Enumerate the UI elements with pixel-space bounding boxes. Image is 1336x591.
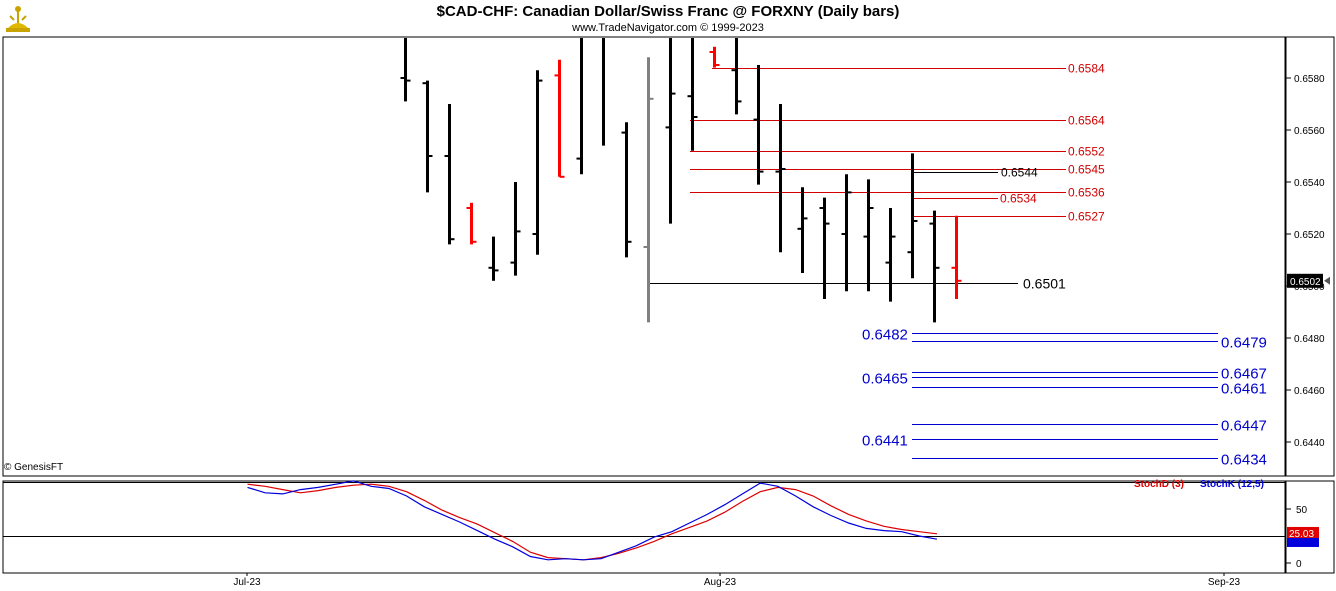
level-label-red: 0.6534: [1000, 192, 1037, 206]
last-price-label: 0.6502: [1290, 277, 1321, 288]
price-ytick-label: 0.6580: [1294, 74, 1325, 85]
stochK-legend: StochK (12,5): [1200, 479, 1264, 490]
stochD-legend: StochD (3): [1134, 479, 1184, 490]
stoch-last-value-label: 25.03: [1289, 529, 1314, 540]
level-label-black: 0.6544: [1001, 166, 1038, 180]
logo-icon: [6, 6, 30, 32]
price-ytick-label: 0.6500: [1294, 282, 1325, 293]
level-label-blue: 0.6479: [1221, 335, 1267, 352]
price-plot-frame: [2, 36, 1286, 477]
last-price-arrow-icon: [1324, 276, 1330, 285]
price-axis-frame: [1285, 36, 1335, 477]
xtick-label: Aug-23: [704, 577, 737, 588]
price-ytick-label: 0.6540: [1294, 178, 1325, 189]
level-label-red: 0.6536: [1068, 186, 1105, 200]
level-label-black: 0.6501: [1023, 276, 1066, 292]
xtick-label: Jul-23: [233, 577, 261, 588]
stochD-line: [247, 483, 938, 561]
stoch-last-value-box-k: [1287, 537, 1319, 547]
level-label-red: 0.6552: [1068, 145, 1105, 159]
level-label-blue: 0.6467: [1221, 366, 1267, 383]
level-label-blue: 0.6447: [1221, 418, 1267, 435]
level-label-red: 0.6527: [1068, 210, 1105, 224]
level-label-blue: 0.6461: [1221, 381, 1267, 398]
price-ytick-label: 0.6560: [1294, 126, 1325, 137]
level-label-red: 0.6545: [1068, 163, 1105, 177]
level-label-blue: 0.6434: [1221, 452, 1267, 469]
chart-subtitle: www.TradeNavigator.com © 1999-2023: [572, 22, 764, 34]
stochK-line: [247, 480, 938, 561]
level-label-blue: 0.6482: [862, 327, 908, 344]
level-label-blue: 0.6465: [862, 371, 908, 388]
stoch-ytick-label: 0: [1296, 559, 1302, 570]
level-label-red: 0.6564: [1068, 114, 1105, 128]
stoch-plot-frame: [2, 480, 1286, 574]
last-price-box: [1287, 273, 1323, 288]
copyright-label: © GenesisFT: [4, 462, 64, 473]
price-ytick-label: 0.6460: [1294, 386, 1325, 397]
stoch-last-value-box: [1287, 526, 1319, 538]
chart-title: $CAD-CHF: Canadian Dollar/Swiss Franc @ …: [436, 3, 900, 20]
level-label-blue: 0.6441: [862, 433, 908, 450]
price-ytick-label: 0.6440: [1294, 438, 1325, 449]
stoch-axis-frame: [1285, 480, 1335, 574]
xtick-label: Sep-23: [1208, 577, 1241, 588]
level-label-red: 0.6584: [1068, 62, 1105, 76]
price-ytick-label: 0.6520: [1294, 230, 1325, 241]
price-ytick-label: 0.6480: [1294, 334, 1325, 345]
stoch-ytick-label: 50: [1296, 505, 1308, 516]
